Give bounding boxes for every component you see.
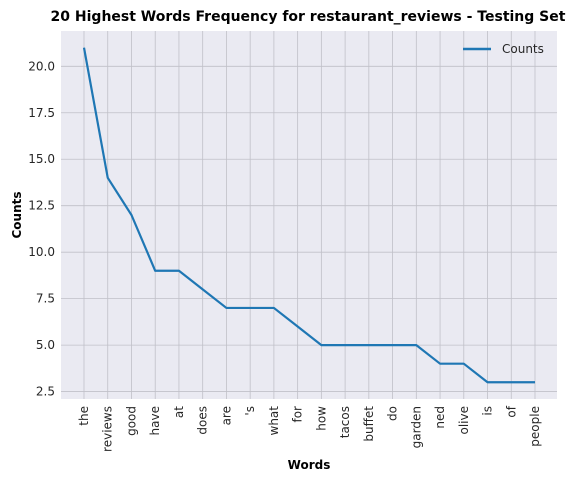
y-tick-label: 15.0 bbox=[28, 152, 55, 166]
series-line-counts bbox=[82, 47, 535, 384]
x-tick-label: the bbox=[77, 406, 91, 426]
y-gridlines bbox=[61, 65, 557, 392]
y-axis-label: Counts bbox=[10, 191, 24, 238]
y-tick-labels: 2.5 5.0 7.5 10.0 12.5 15.0 17.5 20.0 bbox=[28, 59, 55, 398]
y-tick-label: 12.5 bbox=[28, 199, 55, 213]
x-tick-label: reviews bbox=[101, 406, 115, 452]
legend-label: Counts bbox=[502, 42, 544, 56]
y-tick-label: 7.5 bbox=[36, 292, 55, 306]
x-tick-label: good bbox=[124, 406, 138, 436]
y-tick-label: 17.5 bbox=[28, 106, 55, 120]
y-tick-label: 5.0 bbox=[36, 338, 55, 352]
x-tick-label: how bbox=[314, 406, 328, 431]
x-tick-label: what bbox=[267, 406, 281, 436]
y-tick-label: 2.5 bbox=[36, 385, 55, 399]
chart-title: 20 Highest Words Frequency for restauran… bbox=[51, 9, 566, 25]
x-tick-labels: the reviews good have at does are 's what for how t… bbox=[77, 405, 542, 452]
x-tick-label: are bbox=[219, 406, 233, 425]
x-tick-label: at bbox=[172, 406, 186, 418]
x-tick-label: do bbox=[386, 406, 400, 421]
x-tick-label: people bbox=[528, 406, 542, 447]
x-tick-label: ned bbox=[433, 406, 447, 429]
x-tick-label: have bbox=[148, 406, 162, 435]
x-tick-label: for bbox=[291, 406, 305, 423]
legend: Counts bbox=[463, 42, 544, 56]
x-tick-label: is bbox=[481, 406, 495, 416]
x-tick-label: 's bbox=[243, 406, 257, 416]
x-tick-label: of bbox=[504, 405, 518, 417]
y-tick-label: 20.0 bbox=[28, 59, 55, 73]
x-gridlines bbox=[83, 31, 536, 399]
y-tick-label: 10.0 bbox=[28, 245, 55, 259]
x-tick-label: garden bbox=[409, 406, 423, 448]
plot-area bbox=[61, 31, 557, 399]
series-group bbox=[82, 47, 536, 384]
x-tick-label: buffet bbox=[362, 406, 376, 442]
x-tick-label: olive bbox=[457, 406, 471, 435]
x-axis-label: Words bbox=[288, 458, 331, 472]
x-tick-label: does bbox=[196, 406, 210, 435]
x-tick-label: tacos bbox=[338, 406, 352, 438]
